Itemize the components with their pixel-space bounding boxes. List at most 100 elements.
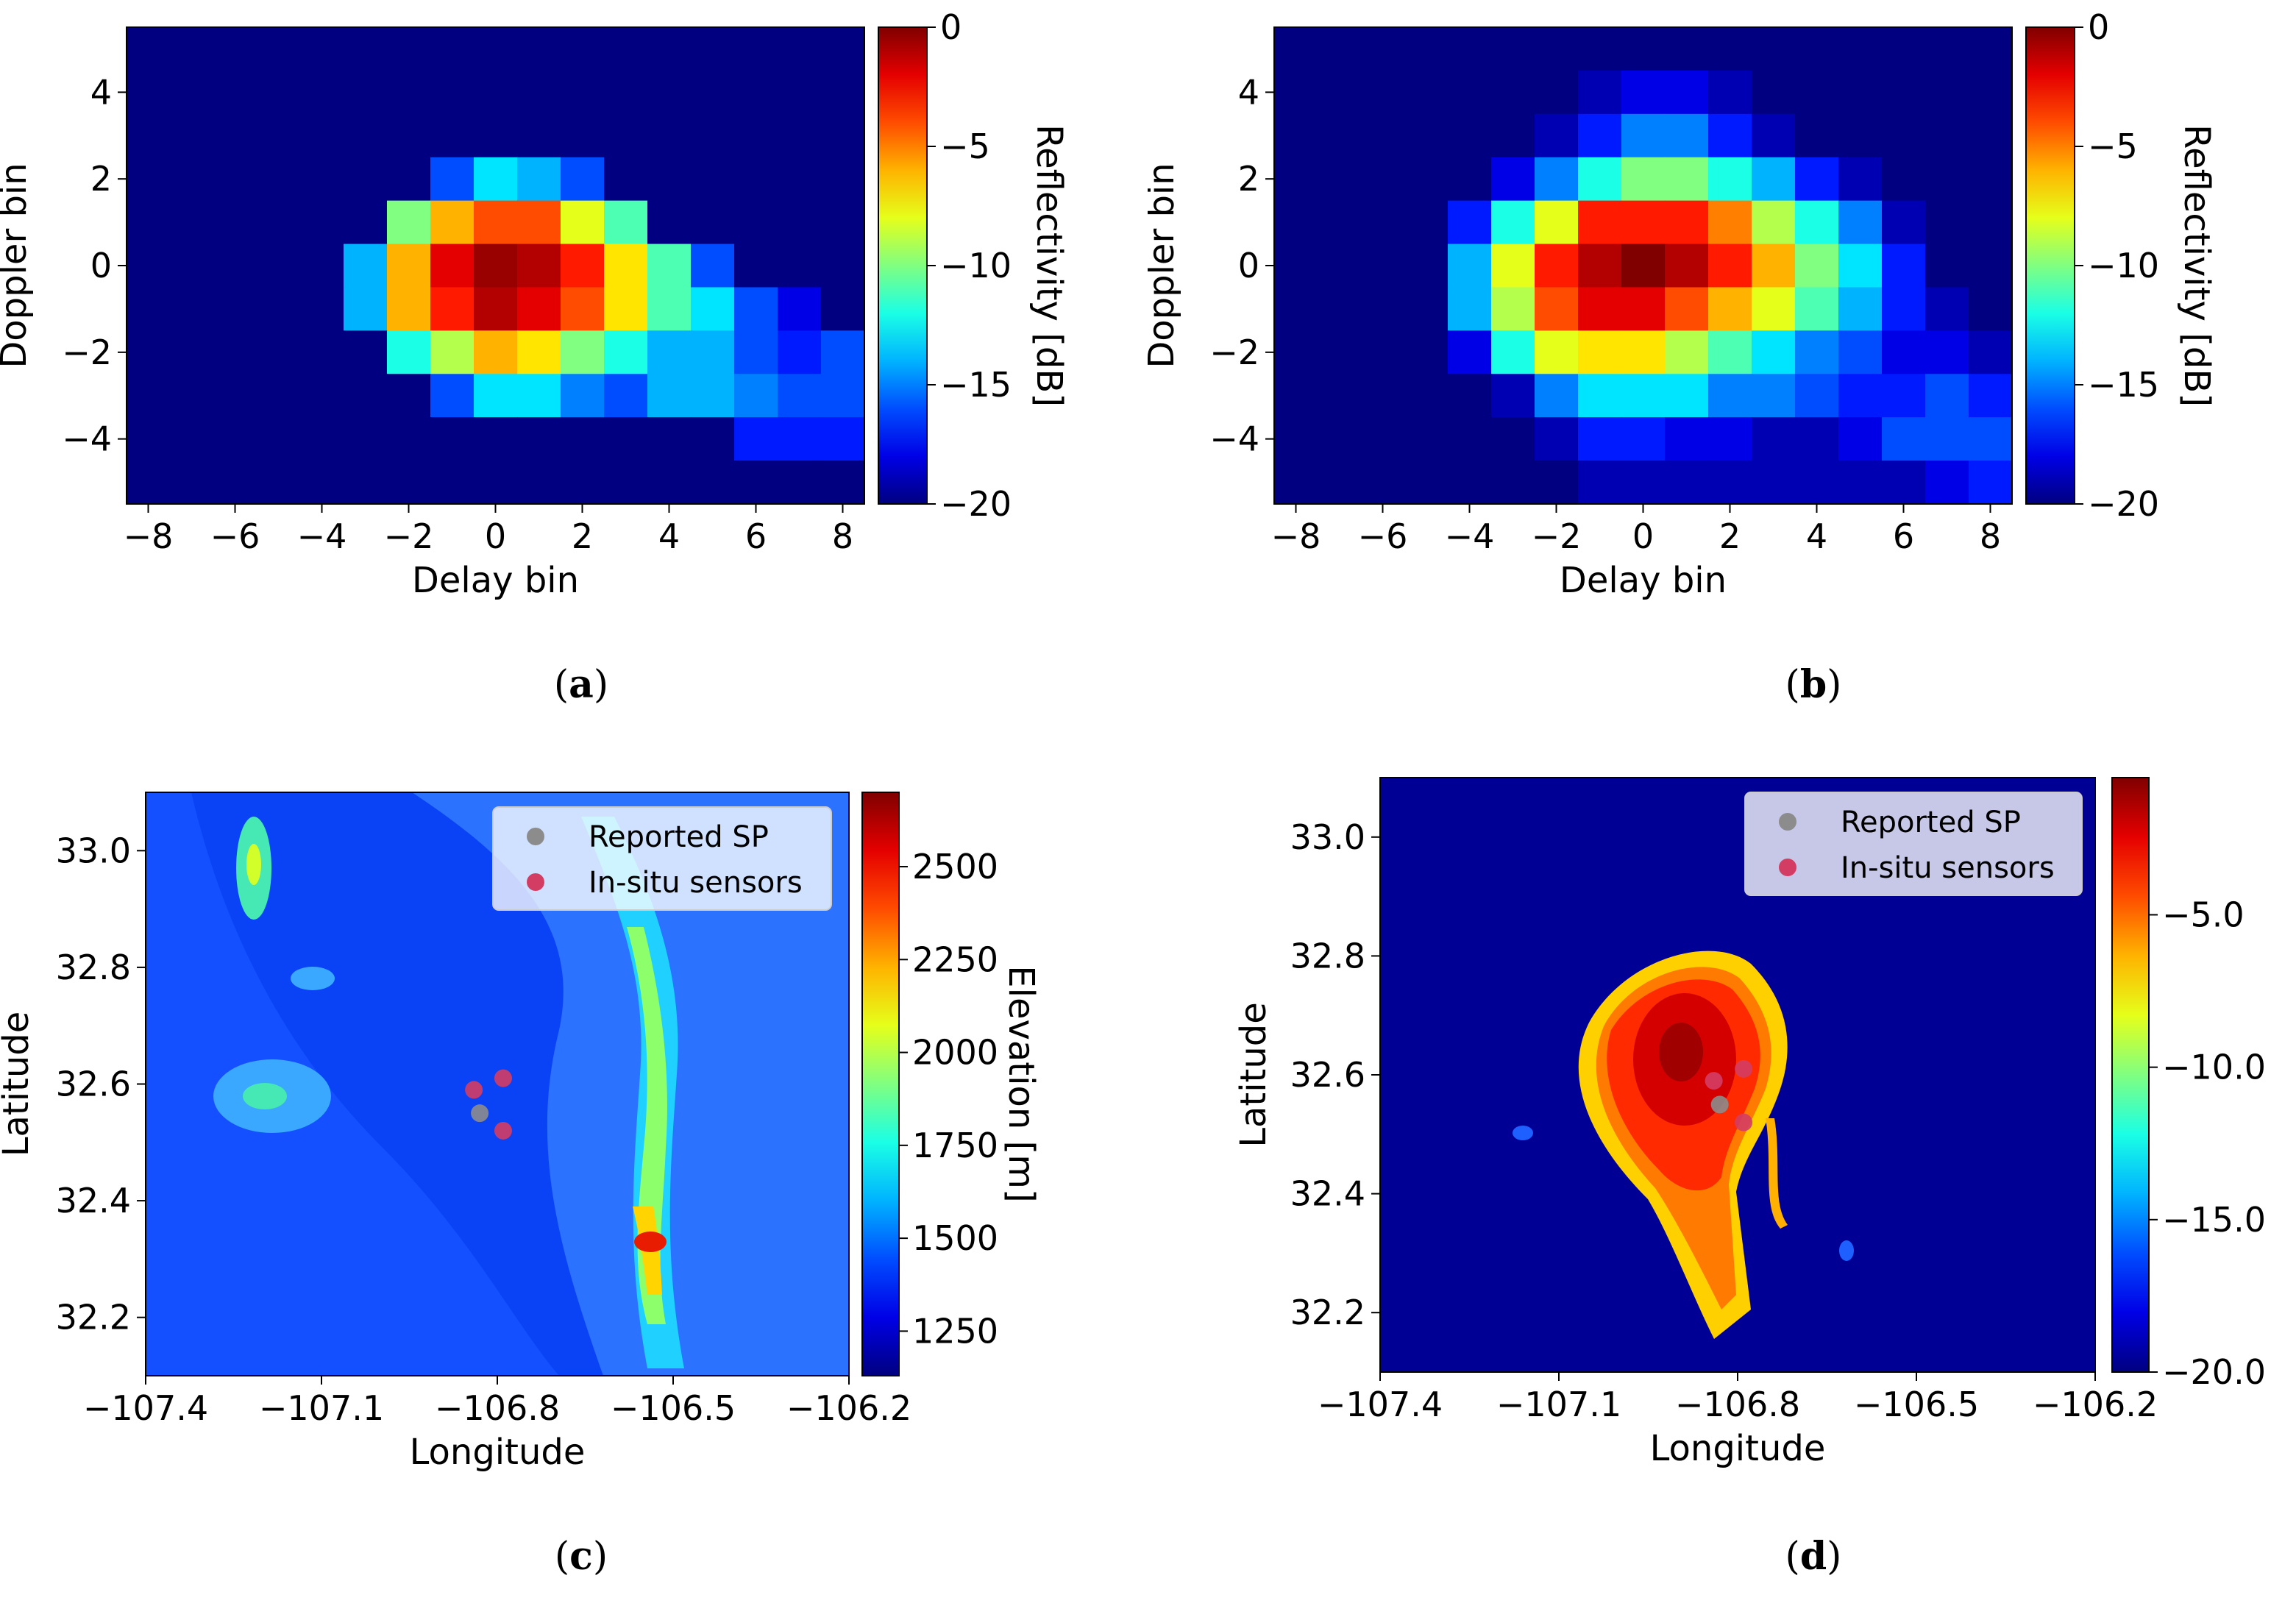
caption-b: (b) (1785, 662, 1842, 707)
heatmap-cell (1404, 461, 1449, 505)
heatmap-cell (1882, 70, 1926, 115)
heatmap-cell (604, 330, 648, 374)
heatmap-cell (257, 330, 301, 374)
heatmap-cell (1318, 374, 1362, 418)
heatmap-cell (734, 374, 778, 418)
legend-label: In-situ sensors (1841, 851, 2055, 885)
heatmap-cell (170, 417, 214, 461)
heatmap-cell (127, 417, 171, 461)
heatmap-cell (821, 70, 865, 115)
heatmap-cell (257, 27, 301, 71)
heatmap-cell (1361, 70, 1405, 115)
heatmap-cell (430, 27, 475, 71)
heatmap-cell (474, 113, 518, 158)
heatmap-cell (1838, 70, 1883, 115)
heatmap-cell (647, 287, 692, 331)
heatmap-cell (1491, 27, 1535, 71)
y-axis-label: Doppler bin (0, 163, 35, 368)
heatmap-cell (300, 200, 344, 245)
in-situ-sensor-marker (1735, 1113, 1753, 1131)
heatmap-cell (821, 461, 865, 505)
heatmap-cell (821, 374, 865, 418)
in-situ-sensor-marker (465, 1081, 483, 1099)
heatmap-cell (561, 417, 605, 461)
heatmap-cell (170, 70, 214, 115)
colorbar-label: Reflectivity [dB] (1028, 124, 1070, 407)
heatmap-cell (1578, 461, 1622, 505)
heatmap-cell (1274, 113, 1318, 158)
heatmap-cell (561, 330, 605, 374)
colorbar-tick-label: 2000 (912, 1033, 998, 1073)
western-peak-north (246, 844, 261, 885)
heatmap-cell (1752, 330, 1796, 374)
heatmap-cell (430, 417, 475, 461)
heatmap-cell (1318, 417, 1362, 461)
heatmap-cell (1882, 113, 1926, 158)
heatmap-cell (647, 374, 692, 418)
heatmap-cell (213, 330, 257, 374)
heatmap-cell (1752, 70, 1796, 115)
heatmap-cell (734, 417, 778, 461)
heatmap-cell (1969, 200, 2013, 245)
heatmap-cell (1882, 417, 1926, 461)
heatmap-cell (1448, 157, 1492, 202)
heatmap-cell (1795, 27, 1839, 71)
heatmap-cell (778, 27, 822, 71)
heatmap-cell (170, 244, 214, 288)
in-situ-sensor-marker (494, 1069, 512, 1087)
heatmap-cell (734, 244, 778, 288)
heatmap-cell (213, 244, 257, 288)
heatmap-cell (1404, 157, 1449, 202)
heatmap-cell (257, 200, 301, 245)
heatmap-cell (647, 27, 692, 71)
heatmap-cell (1969, 417, 2013, 461)
heatmap-cell (1535, 157, 1579, 202)
heatmap-cell (1491, 417, 1535, 461)
heatmap-cell (1925, 287, 1969, 331)
heatmap-cell (1274, 461, 1318, 505)
heatmap-cell (1621, 113, 1666, 158)
heatmap-cell (257, 70, 301, 115)
heatmap-cell (387, 287, 431, 331)
reported-sp-marker (471, 1104, 489, 1123)
heatmap-cell (1274, 374, 1318, 418)
heatmap-cell (734, 287, 778, 331)
heatmap-cell (1361, 27, 1405, 71)
heatmap-cell (778, 200, 822, 245)
heatmap-cell (1969, 244, 2013, 288)
heatmap-cell (647, 330, 692, 374)
heatmap-cell (257, 374, 301, 418)
heatmap-cell (474, 374, 518, 418)
heatmap-cell (257, 244, 301, 288)
heatmap-cell (1448, 244, 1492, 288)
heatmap-cell (170, 287, 214, 331)
x-tick-label: −6 (210, 516, 260, 556)
heatmap-cell (821, 287, 865, 331)
heatmap-cell (604, 417, 648, 461)
heatmap-cell (387, 27, 431, 71)
heatmap-cell (344, 417, 388, 461)
heatmap-cell (517, 330, 561, 374)
heatmap-cell (1491, 461, 1535, 505)
heatmap-cell (561, 70, 605, 115)
heatmap-cell (1838, 113, 1883, 158)
y-axis-label: Latitude (1233, 1002, 1274, 1148)
heatmap-cell (691, 374, 735, 418)
heatmap-cell (170, 374, 214, 418)
heatmap-cell (1274, 27, 1318, 71)
heatmap-cell (1969, 113, 2013, 158)
caption-d: (d) (1785, 1534, 1842, 1579)
heatmap-cell (734, 330, 778, 374)
y-axis-label: Doppler bin (1148, 163, 1182, 368)
x-axis-label: Longitude (410, 1432, 586, 1473)
x-axis-label: Delay bin (412, 560, 579, 601)
heatmap-cell (821, 113, 865, 158)
heatmap-cell (1318, 287, 1362, 331)
heatmap-cell (1838, 461, 1883, 505)
western-hills-mid (291, 967, 335, 990)
heatmap-cell (734, 70, 778, 115)
chart-panel-d: −107.4 −107.1 −106.8 −106.5 −106.2 33.0 32.8 32… (1233, 777, 2266, 1469)
heatmap-cell (561, 287, 605, 331)
heatmap-cell (561, 27, 605, 71)
